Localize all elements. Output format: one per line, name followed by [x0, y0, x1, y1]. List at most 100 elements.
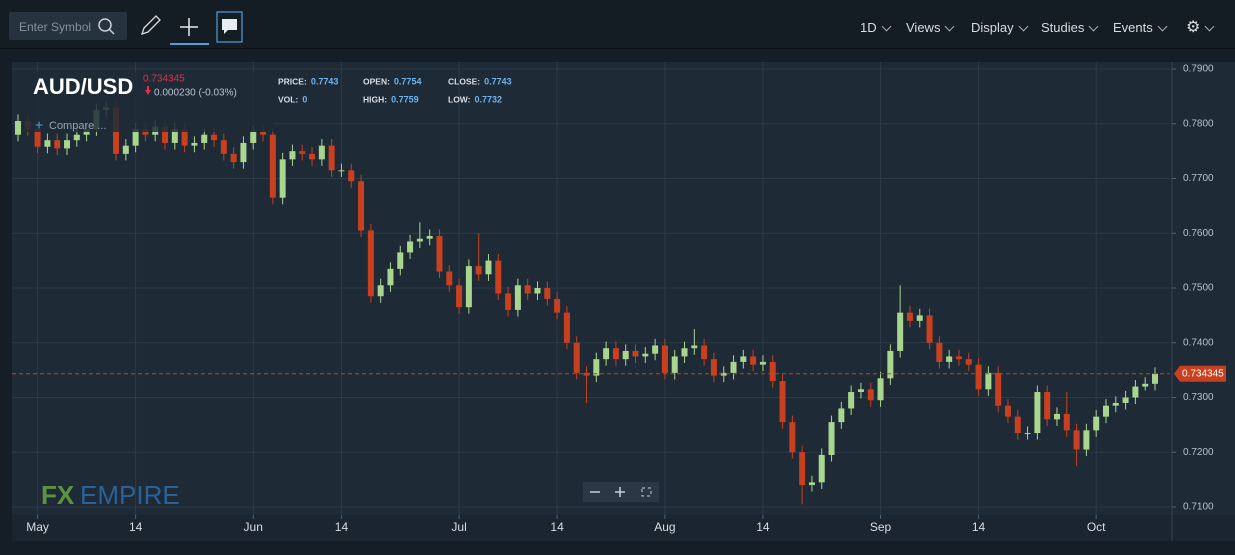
candle-body — [799, 452, 806, 486]
candle-body — [1112, 402, 1119, 406]
candle-body — [828, 422, 835, 455]
menu-label: Views — [906, 20, 941, 35]
menu-label: Studies — [1041, 20, 1085, 35]
search-placeholder: Enter Symbol — [19, 20, 92, 34]
candle-body — [122, 145, 129, 154]
x-tick-label: Jul — [451, 520, 466, 534]
y-tick-label: 0.7700 — [1183, 173, 1214, 184]
candle-body — [240, 142, 247, 163]
symbol-search[interactable]: Enter Symbol — [9, 12, 127, 40]
search-icon — [98, 18, 115, 35]
compare[interactable]: Compare ... — [49, 120, 106, 132]
candle-body — [54, 140, 61, 149]
price-change: 0.000230 (-0.03%) — [154, 88, 237, 99]
y-tick-label: 0.7400 — [1183, 337, 1214, 348]
candle-body — [416, 238, 423, 242]
candle-body — [34, 129, 41, 147]
watermark: FX — [41, 480, 75, 510]
candle-body — [1004, 405, 1011, 417]
candle-body — [1063, 413, 1070, 431]
candle-body — [181, 129, 188, 146]
candle-body — [465, 266, 472, 308]
candle-body — [720, 372, 727, 376]
watermark: EMPIRE — [80, 480, 180, 510]
candle-body — [916, 315, 923, 321]
candle-body — [299, 151, 306, 154]
candle-body — [348, 170, 355, 182]
candle-body — [789, 422, 796, 453]
candle-body — [750, 356, 757, 365]
candle-body — [377, 285, 384, 297]
legend-value: 0 — [302, 94, 307, 104]
candle-body — [1093, 416, 1100, 431]
legend-label: VOL: — [278, 94, 298, 104]
candle-body — [926, 315, 933, 343]
candle-body — [15, 121, 21, 135]
last-price: 0.734345 — [143, 74, 185, 85]
candle-body — [691, 345, 698, 349]
down-arrow — [145, 86, 151, 95]
x-axis-background — [12, 515, 1235, 541]
candle-body — [681, 348, 688, 357]
candle-body — [309, 153, 316, 160]
tool-icons — [140, 11, 243, 45]
candle-body — [475, 266, 482, 275]
candle-body — [1014, 416, 1021, 434]
menu-interval[interactable]: 1D — [860, 20, 892, 35]
candle-body — [642, 353, 649, 357]
last-price-label: 0.734345 — [1182, 368, 1224, 379]
candle-body — [1122, 397, 1129, 403]
candle-body — [73, 134, 80, 141]
candle-body — [779, 381, 786, 423]
x-tick-label: 14 — [129, 520, 143, 534]
candle-body — [995, 372, 1002, 406]
candle-body — [1073, 430, 1080, 450]
y-tick-label: 0.7500 — [1183, 283, 1214, 294]
candle-body — [1053, 413, 1060, 420]
candle-body — [1034, 392, 1041, 434]
menu-studies[interactable]: Studies — [1041, 20, 1099, 35]
comment-tool[interactable] — [216, 11, 243, 43]
candle-body — [946, 356, 953, 362]
candle-body — [965, 359, 972, 365]
candle-body — [701, 345, 708, 360]
y-tick-label: 0.7200 — [1183, 447, 1214, 458]
candle-body — [573, 342, 580, 373]
candle-body — [603, 348, 610, 360]
candle-body — [975, 364, 982, 390]
menu-display[interactable]: Display — [971, 20, 1029, 35]
candle-body — [759, 361, 766, 365]
x-tick-label: 14 — [972, 520, 986, 534]
candle-body — [328, 145, 335, 171]
toolbar: Enter Symbol 1D Views Display Studies Ev… — [0, 0, 1235, 49]
candle-body — [877, 378, 884, 401]
candle-body — [387, 268, 394, 286]
candle-body — [563, 312, 570, 343]
menu-views[interactable]: Views — [906, 20, 955, 35]
legend-value: 0.7743 — [311, 76, 339, 86]
settings[interactable]: ⚙ — [1186, 17, 1215, 37]
legend-label: HIGH: — [363, 94, 387, 104]
candle-body — [848, 392, 855, 409]
candle-body — [446, 271, 453, 286]
x-tick-label: May — [26, 520, 49, 534]
candle-body — [1132, 386, 1139, 398]
menu-label: Display — [971, 20, 1014, 35]
candle-body — [593, 359, 600, 376]
menu-events[interactable]: Events — [1113, 20, 1168, 35]
candle-body — [554, 298, 561, 313]
candle-body — [44, 140, 51, 147]
x-tick-label: 14 — [550, 520, 564, 534]
candle-body — [514, 285, 521, 310]
compare-plus[interactable]: + — [35, 117, 43, 133]
candle-body — [269, 134, 276, 198]
symbol-title: AUD/USD — [33, 74, 133, 99]
last-price-tag — [1174, 365, 1226, 382]
legend-label: PRICE: — [278, 76, 307, 86]
candle-body — [769, 361, 776, 382]
y-tick-label: 0.7800 — [1183, 118, 1214, 129]
fullscreen[interactable] — [641, 487, 652, 497]
candle-body — [622, 350, 629, 360]
draw-tool[interactable] — [140, 15, 161, 36]
